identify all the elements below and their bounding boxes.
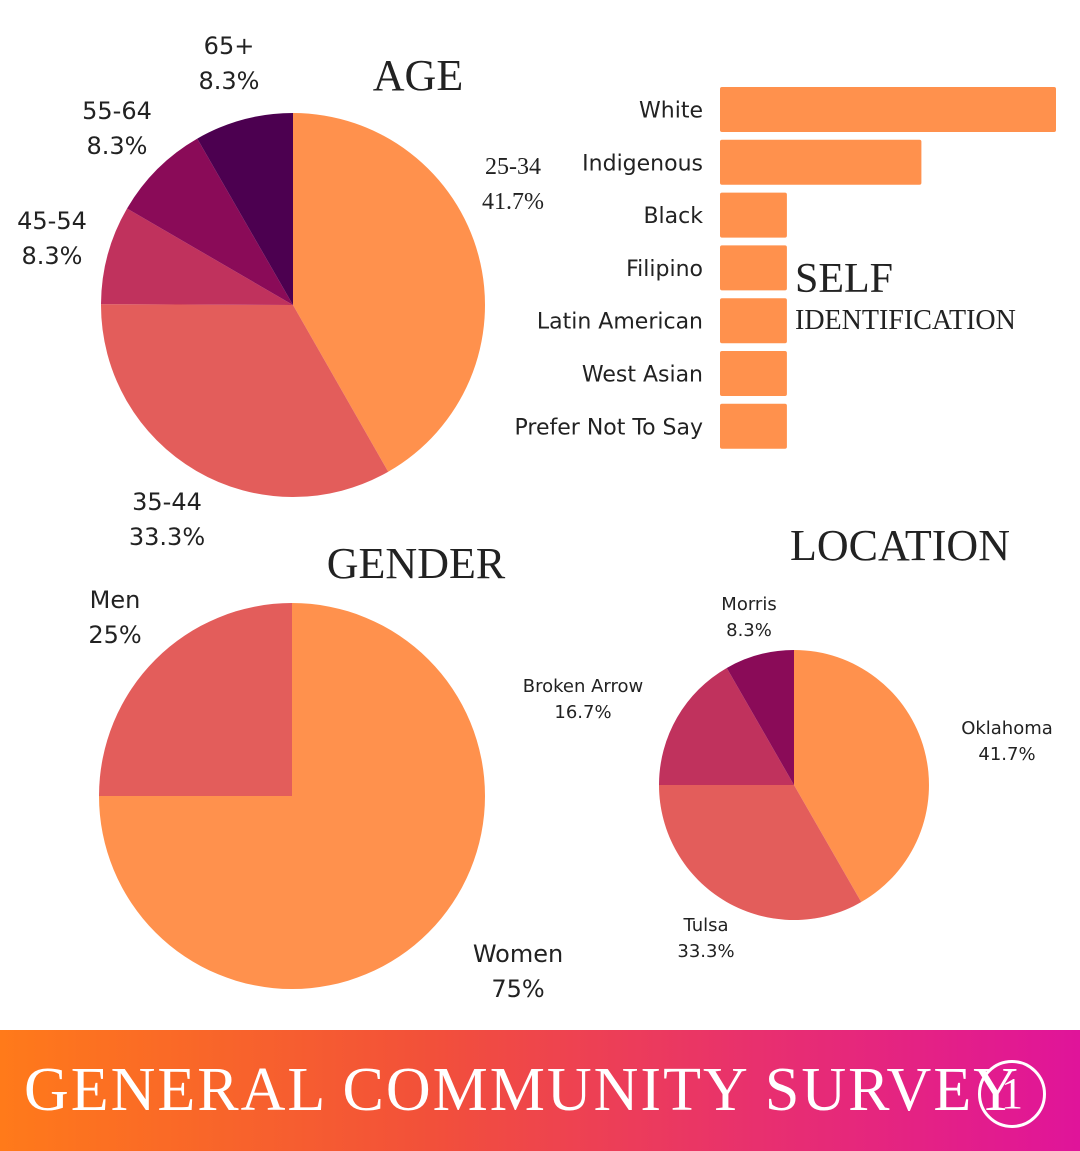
age-label-45-54: 45-54 xyxy=(17,207,87,235)
gender-value-men: 25% xyxy=(88,621,141,649)
location-label-morris: Morris xyxy=(721,594,776,615)
self-identification-subtitle: IDENTIFICATION xyxy=(795,305,1016,336)
location-slice-tulsa xyxy=(659,785,862,920)
gender-label-men: Men xyxy=(90,586,141,614)
location-slice-broken-arrow xyxy=(659,667,794,785)
location-slice-oklahoma xyxy=(794,650,929,903)
location-value-morris: 8.3% xyxy=(726,620,772,641)
bar-label-indigenous: Indigenous xyxy=(582,151,703,176)
footer-banner xyxy=(0,1030,1080,1151)
age-label-55-64: 55-64 xyxy=(82,97,152,125)
bar-black xyxy=(720,192,787,238)
location-slice-morris xyxy=(726,650,794,785)
location-label-oklahoma: Oklahoma xyxy=(961,718,1053,739)
bar-latin-american xyxy=(720,298,787,344)
gender-value-women: 75% xyxy=(491,975,544,1003)
bar-indigenous xyxy=(720,139,922,185)
location-label-broken-arrow: Broken Arrow xyxy=(523,676,644,697)
age-label-25-34: 25-34 xyxy=(485,154,541,180)
age-value-55-64: 8.3% xyxy=(87,132,148,160)
location-value-broken-arrow: 16.7% xyxy=(554,702,611,723)
bar-label-prefer-not-to-say: Prefer Not To Say xyxy=(515,415,703,440)
self-identification-title: SELF xyxy=(795,256,893,302)
location-label-tulsa: Tulsa xyxy=(682,915,728,936)
bar-label-filipino: Filipino xyxy=(626,257,703,282)
age-title: AGE xyxy=(373,51,463,100)
age-label-35-44: 35-44 xyxy=(132,488,202,516)
gender-title: GENDER xyxy=(327,539,506,588)
banner-title: GENERAL COMMUNITY SURVEY xyxy=(24,1056,1020,1124)
age-slice-25-34 xyxy=(293,113,485,472)
gender-label-women: Women xyxy=(473,940,563,968)
location-value-oklahoma: 41.7% xyxy=(978,744,1035,765)
age-slice-65 xyxy=(197,113,293,305)
bar-label-black: Black xyxy=(643,204,703,229)
location-title: LOCATION xyxy=(790,521,1010,570)
age-label-65: 65+ xyxy=(204,32,255,60)
bar-label-white: White xyxy=(639,99,703,124)
location-value-tulsa: 33.3% xyxy=(677,941,734,962)
age-slice-55-64 xyxy=(127,138,293,305)
bar-filipino xyxy=(720,245,787,291)
bar-label-west-asian: West Asian xyxy=(582,363,703,388)
bar-label-latin-american: Latin American xyxy=(537,310,703,335)
gender-slice-men xyxy=(99,603,292,796)
page-number-badge: 1 xyxy=(978,1060,1046,1128)
age-value-25-34: 41.7% xyxy=(482,189,544,215)
age-slice-35-44 xyxy=(100,304,389,498)
age-value-45-54: 8.3% xyxy=(22,242,83,270)
age-slice-45-54 xyxy=(101,208,293,305)
bar-prefer-not-to-say xyxy=(720,403,787,449)
bar-west-asian xyxy=(720,351,787,396)
age-value-65: 8.3% xyxy=(199,67,260,95)
bar-white xyxy=(720,87,1056,132)
age-value-35-44: 33.3% xyxy=(129,523,205,551)
